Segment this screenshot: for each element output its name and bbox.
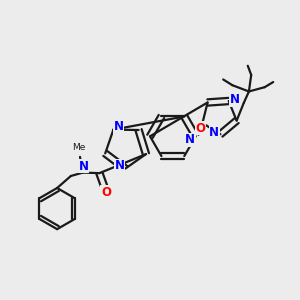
Text: N: N [209, 126, 219, 139]
Text: N: N [114, 120, 124, 133]
Text: Me: Me [72, 143, 85, 152]
Text: N: N [230, 93, 240, 106]
Text: N: N [115, 159, 124, 172]
Text: N: N [185, 133, 195, 146]
Text: O: O [196, 122, 206, 135]
Text: N: N [78, 160, 88, 173]
Text: O: O [101, 186, 111, 199]
